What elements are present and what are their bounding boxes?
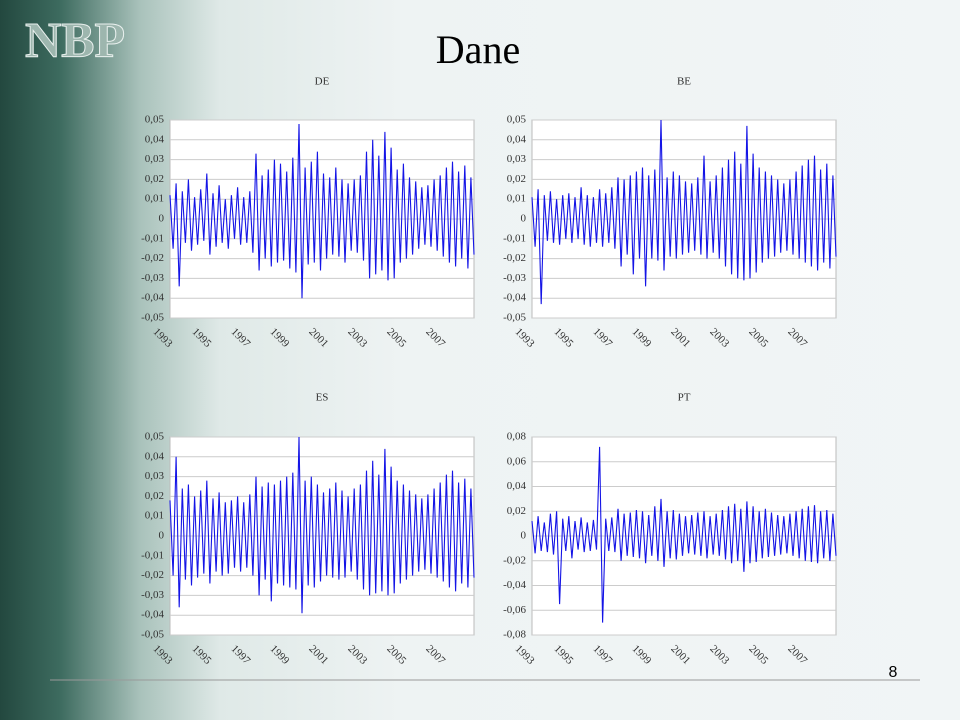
x-tick-label: 2001 xyxy=(306,326,330,350)
y-tick-label: -0,05 xyxy=(141,312,164,324)
series-line xyxy=(169,123,475,299)
y-tick-label: 0,02 xyxy=(145,173,164,185)
x-tick-label: 2007 xyxy=(785,643,809,667)
y-tick-label: 0 xyxy=(159,213,165,225)
series-line xyxy=(531,119,837,305)
y-tick-label: -0,01 xyxy=(503,232,526,244)
y-tick-label: 0,02 xyxy=(507,505,526,517)
y-tick-label: 0,04 xyxy=(145,450,165,462)
x-tick-label: 1993 xyxy=(513,643,537,667)
x-tick-label: 2007 xyxy=(785,326,809,350)
x-tick-label: 1999 xyxy=(629,326,653,350)
x-tick-label: 1993 xyxy=(513,326,537,350)
x-tick-label: 1993 xyxy=(151,643,175,667)
x-tick-label: 1997 xyxy=(590,326,614,350)
y-tick-label: 0,01 xyxy=(145,510,164,522)
y-tick-label: 0,05 xyxy=(145,431,165,443)
chart-title: DE xyxy=(315,76,330,88)
x-tick-label: 2003 xyxy=(345,643,369,667)
series-line xyxy=(169,436,475,614)
y-tick-label: -0,03 xyxy=(141,589,164,601)
page-number: 8 xyxy=(889,664,898,681)
x-tick-label: 1995 xyxy=(190,643,214,667)
y-tick-label: -0,04 xyxy=(503,292,526,304)
x-tick-label: 2007 xyxy=(423,326,447,350)
y-tick-label: -0,03 xyxy=(141,272,164,284)
y-tick-label: -0,04 xyxy=(141,609,164,621)
y-tick-label: -0,02 xyxy=(141,252,164,264)
x-tick-label: 2003 xyxy=(707,643,731,667)
y-tick-label: -0,03 xyxy=(503,272,526,284)
y-tick-label: 0,02 xyxy=(145,490,164,502)
x-tick-label: 1995 xyxy=(552,643,576,667)
y-tick-label: 0,02 xyxy=(507,173,526,185)
y-tick-label: -0,06 xyxy=(503,604,526,616)
y-tick-label: -0,08 xyxy=(503,629,526,641)
y-tick-label: -0,05 xyxy=(141,629,164,641)
y-tick-label: -0,04 xyxy=(503,579,526,591)
x-tick-label: 2001 xyxy=(668,643,692,667)
chart-title: BE xyxy=(677,76,691,88)
y-tick-label: 0 xyxy=(521,530,527,542)
series-line xyxy=(531,446,837,623)
x-tick-label: 1997 xyxy=(228,326,252,350)
x-tick-label: 2005 xyxy=(746,326,770,350)
y-tick-label: 0,03 xyxy=(145,153,165,165)
x-tick-label: 2003 xyxy=(345,326,369,350)
logo: NBP xyxy=(25,11,125,67)
y-tick-label: -0,02 xyxy=(503,554,526,566)
y-tick-label: -0,01 xyxy=(141,232,164,244)
chart-title: ES xyxy=(316,392,329,404)
x-tick-label: 1995 xyxy=(190,326,214,350)
y-tick-label: 0 xyxy=(159,530,165,542)
x-tick-label: 1997 xyxy=(228,643,252,667)
y-tick-label: 0,05 xyxy=(507,114,527,126)
y-tick-label: 0,06 xyxy=(507,455,527,467)
y-tick-label: 0,01 xyxy=(145,193,164,205)
x-tick-label: 1993 xyxy=(151,326,175,350)
x-tick-label: 2005 xyxy=(746,643,770,667)
y-tick-label: -0,02 xyxy=(141,569,164,581)
chart-title: PT xyxy=(678,392,691,404)
x-tick-label: 2001 xyxy=(668,326,692,350)
y-tick-label: 0,01 xyxy=(507,193,526,205)
y-tick-label: 0 xyxy=(521,213,527,225)
x-tick-label: 2005 xyxy=(384,643,408,667)
y-tick-label: -0,05 xyxy=(503,312,526,324)
x-tick-label: 1999 xyxy=(629,643,653,667)
x-tick-label: 2005 xyxy=(384,326,408,350)
y-tick-label: 0,05 xyxy=(145,114,165,126)
y-tick-label: -0,02 xyxy=(503,252,526,264)
y-tick-label: -0,04 xyxy=(141,292,164,304)
x-tick-label: 2003 xyxy=(707,326,731,350)
x-tick-label: 1999 xyxy=(267,643,291,667)
slide-title: Dane xyxy=(436,27,520,72)
x-tick-label: 1999 xyxy=(267,326,291,350)
y-tick-label: 0,03 xyxy=(507,153,527,165)
x-tick-label: 2007 xyxy=(423,643,447,667)
y-tick-label: -0,01 xyxy=(141,549,164,561)
y-tick-label: 0,08 xyxy=(507,431,527,443)
y-tick-label: 0,04 xyxy=(507,480,527,492)
y-tick-label: 0,03 xyxy=(145,470,165,482)
x-tick-label: 1995 xyxy=(552,326,576,350)
y-tick-label: 0,04 xyxy=(145,133,165,145)
y-tick-label: 0,04 xyxy=(507,133,527,145)
x-tick-label: 1997 xyxy=(590,643,614,667)
x-tick-label: 2001 xyxy=(306,643,330,667)
